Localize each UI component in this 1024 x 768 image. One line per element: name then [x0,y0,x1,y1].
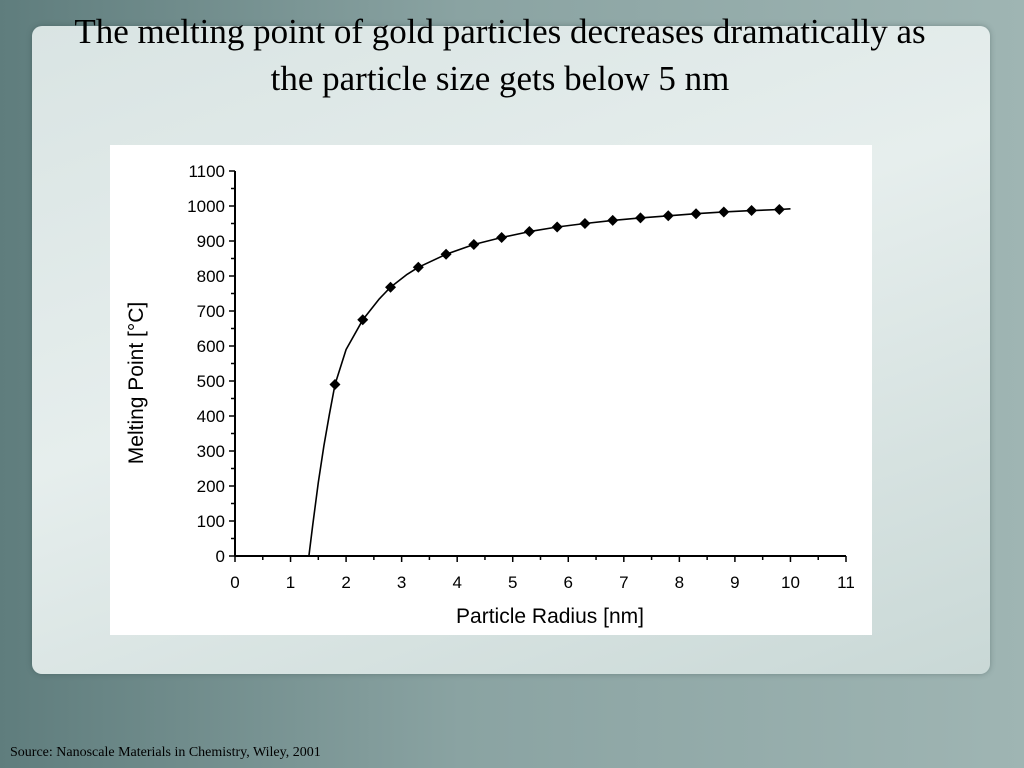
x-axis-label: Particle Radius [nm] [456,605,644,628]
y-tick-label: 500 [197,372,225,391]
y-tick-label: 400 [197,407,225,426]
data-point [718,206,730,218]
data-point [329,379,341,390]
x-tick-label: 1 [286,573,295,592]
data-point [690,208,702,220]
data-point [551,221,563,233]
slide-title-line-2: the particle size gets below 5 nm [270,59,730,98]
x-tick-label: 10 [781,573,800,592]
data-point [634,212,646,224]
y-axis-label: Melting Point [°C] [125,302,148,464]
x-tick-label: 6 [564,573,573,592]
chart-figure: 0 100 200 300 400 500 600 700 800 900 1000 1100 0 1 2 3… [110,145,872,635]
data-point [773,204,785,215]
y-tick-label: 300 [197,442,225,461]
x-tick-label: 5 [508,573,517,592]
chart-axes: 0 100 200 300 400 500 600 700 800 900 1000 1100 0 1 2 3… [187,162,855,592]
fit-curve-line [308,208,791,557]
x-tick-label: 3 [397,573,406,592]
y-tick-label: 100 [197,512,225,531]
data-point [412,261,424,273]
source-citation: Source: Nanoscale Materials in Chemistry… [10,745,321,760]
data-point [385,281,397,293]
data-points-group [329,204,785,390]
data-point [662,210,674,222]
data-point [579,218,591,229]
x-tick-label: 4 [452,573,461,592]
x-tick-label: 8 [675,573,684,592]
y-tick-label: 1000 [187,197,225,216]
data-point [496,232,508,243]
y-tick-label: 700 [197,302,225,321]
melting-point-chart: 0 100 200 300 400 500 600 700 800 900 1000 1100 0 1 2 3… [125,162,855,628]
y-tick-label: 200 [197,477,225,496]
data-point [357,314,369,326]
data-point [607,214,619,226]
fit-curve-group [308,208,791,557]
x-tick-label: 11 [837,573,855,592]
x-tick-label: 2 [341,573,350,592]
y-tick-label: 0 [216,547,225,566]
x-tick-label: 7 [619,573,628,592]
data-point [746,205,758,217]
data-point [468,239,480,250]
y-tick-label: 800 [197,267,225,286]
slide-title-line-1: The melting point of gold particles decr… [74,12,926,51]
slide-title: The melting point of gold particles decr… [0,8,1000,102]
data-point [523,226,535,238]
x-tick-label: 0 [230,573,239,592]
y-tick-label: 600 [197,337,225,356]
y-tick-label: 900 [197,232,225,251]
data-point [440,248,452,260]
y-tick-label: 1100 [188,162,225,181]
x-tick-label: 9 [730,573,739,592]
